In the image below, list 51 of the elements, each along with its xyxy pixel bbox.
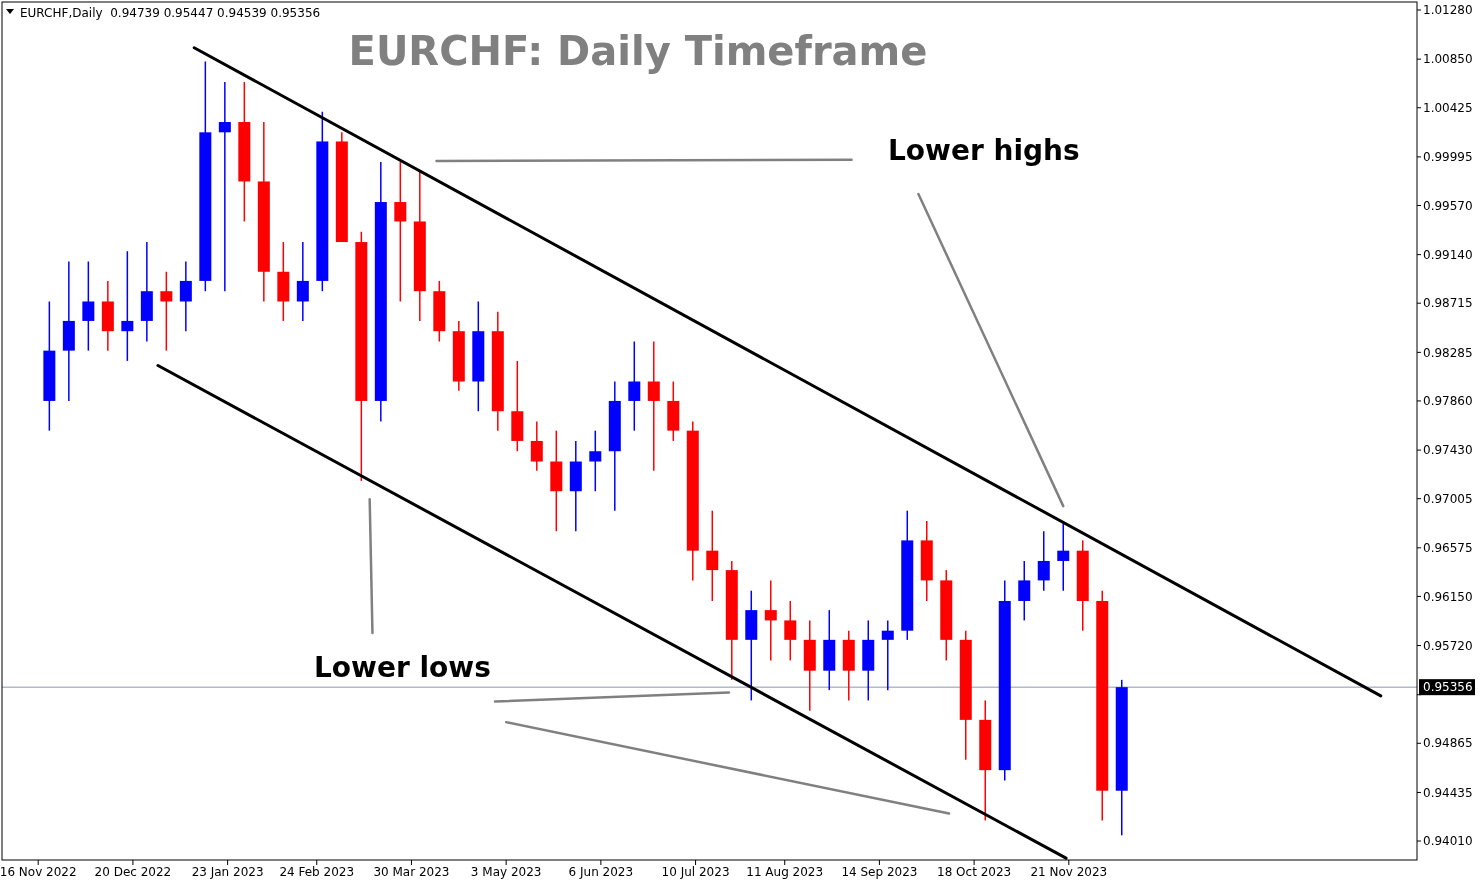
x-tick-label: 11 Aug 2023	[746, 865, 824, 879]
y-tick-label: 0.94010	[1423, 834, 1473, 849]
y-tick-label: 0.94435	[1423, 785, 1473, 800]
candlestick	[218, 81, 231, 292]
y-tick-label: 1.01280	[1423, 3, 1473, 18]
candlestick	[764, 579, 777, 662]
x-tick-label: 16 Nov 2022	[0, 865, 77, 879]
x-tick-label: 3 May 2023	[470, 865, 542, 879]
y-tick-label: 0.97005	[1423, 491, 1473, 506]
candlestick	[706, 509, 719, 602]
y-tick-label: 0.94865	[1423, 736, 1473, 751]
candlestick	[589, 429, 602, 492]
candlestick	[179, 260, 192, 332]
candlestick	[82, 260, 95, 352]
y-tick-label: 0.96150	[1423, 589, 1473, 604]
chart-subtitle: EURCHF,Daily 0.94739 0.95447 0.94539 0.95356	[20, 6, 321, 20]
candlestick	[1037, 530, 1050, 592]
y-tick-label: 0.97860	[1423, 394, 1473, 409]
candlestick	[1018, 560, 1031, 622]
annotation: Lower lows	[314, 651, 491, 684]
ref-line-label: 0.95356	[1423, 680, 1473, 695]
x-tick-label: 18 Oct 2023	[937, 865, 1012, 879]
y-tick-label: 0.95720	[1423, 638, 1473, 653]
candlestick	[394, 161, 407, 303]
candlestick	[160, 271, 173, 352]
y-tick-label: 1.00850	[1423, 52, 1473, 67]
candlestick	[647, 340, 660, 472]
x-tick-label: 21 Nov 2023	[1030, 865, 1108, 879]
y-tick-label: 0.98715	[1423, 296, 1473, 311]
y-tick-label: 0.97430	[1423, 443, 1473, 458]
y-tick-label: 0.98285	[1423, 345, 1473, 360]
x-tick-label: 30 Mar 2023	[373, 865, 450, 879]
x-tick-label: 6 Jun 2023	[568, 865, 634, 879]
candlestick	[628, 340, 641, 432]
candlestick	[121, 250, 134, 362]
y-tick-label: 0.99140	[1423, 247, 1473, 262]
x-tick-label: 24 Feb 2023	[279, 865, 355, 879]
text: EURCHF: Daily Timeframe	[348, 28, 928, 74]
x-tick-label: 20 Dec 2022	[94, 865, 172, 879]
candlestick	[881, 619, 894, 691]
y-tick-label: 0.99570	[1423, 198, 1473, 213]
y-tick-label: 0.99995	[1423, 150, 1473, 165]
candlestick	[296, 241, 309, 322]
candlestick	[784, 600, 797, 662]
candlestick	[530, 420, 543, 472]
x-tick-label: 10 Jul 2023	[661, 865, 730, 879]
annotation: Lower highs	[888, 134, 1080, 167]
x-tick-label: 14 Sep 2023	[841, 865, 918, 879]
y-tick-label: 0.96575	[1423, 541, 1473, 556]
y-tick-label: 1.00425	[1423, 100, 1473, 115]
x-tick-label: 23 Jan 2023	[191, 865, 264, 879]
